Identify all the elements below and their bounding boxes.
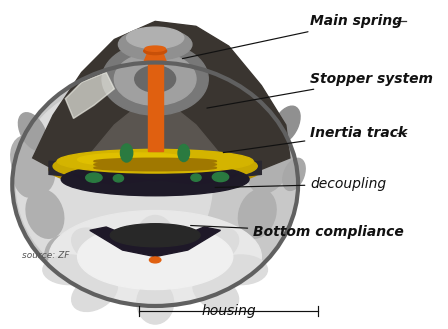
- Ellipse shape: [26, 190, 64, 238]
- Ellipse shape: [13, 165, 36, 197]
- Ellipse shape: [137, 281, 173, 324]
- Polygon shape: [90, 105, 220, 171]
- Text: source: ZF: source: ZF: [22, 251, 70, 260]
- Ellipse shape: [193, 275, 239, 312]
- Polygon shape: [65, 72, 114, 118]
- Ellipse shape: [49, 151, 261, 188]
- Ellipse shape: [86, 173, 102, 182]
- Ellipse shape: [78, 153, 192, 166]
- Ellipse shape: [72, 275, 117, 312]
- Ellipse shape: [193, 228, 239, 265]
- Ellipse shape: [238, 190, 276, 238]
- Polygon shape: [144, 53, 167, 63]
- Ellipse shape: [150, 257, 161, 263]
- Ellipse shape: [248, 136, 291, 193]
- Ellipse shape: [121, 144, 133, 162]
- Text: Bottom compliance: Bottom compliance: [190, 225, 404, 239]
- Ellipse shape: [114, 53, 196, 105]
- Ellipse shape: [94, 165, 216, 171]
- Ellipse shape: [212, 172, 228, 182]
- Ellipse shape: [45, 235, 86, 278]
- Ellipse shape: [144, 47, 167, 55]
- Ellipse shape: [145, 46, 165, 51]
- Ellipse shape: [11, 136, 55, 193]
- Polygon shape: [49, 161, 65, 176]
- Ellipse shape: [72, 228, 117, 265]
- Ellipse shape: [137, 215, 173, 258]
- Ellipse shape: [12, 63, 298, 306]
- Ellipse shape: [49, 211, 261, 303]
- Ellipse shape: [178, 144, 190, 162]
- Ellipse shape: [18, 113, 47, 150]
- Text: Stopper system: Stopper system: [207, 72, 433, 108]
- Polygon shape: [245, 161, 261, 176]
- Ellipse shape: [61, 163, 249, 196]
- Ellipse shape: [53, 150, 257, 183]
- Text: housing: housing: [201, 304, 256, 318]
- Text: decoupling: decoupling: [215, 177, 387, 191]
- Polygon shape: [73, 174, 237, 184]
- Ellipse shape: [135, 66, 176, 92]
- Ellipse shape: [43, 255, 96, 285]
- Ellipse shape: [78, 224, 233, 290]
- Ellipse shape: [94, 162, 216, 167]
- Ellipse shape: [16, 86, 212, 283]
- Ellipse shape: [113, 175, 124, 182]
- Ellipse shape: [57, 149, 253, 173]
- Polygon shape: [33, 21, 290, 184]
- Ellipse shape: [283, 158, 305, 190]
- Polygon shape: [90, 227, 220, 257]
- Ellipse shape: [110, 224, 200, 247]
- Ellipse shape: [102, 43, 208, 115]
- Ellipse shape: [215, 255, 267, 285]
- Ellipse shape: [118, 29, 192, 60]
- Bar: [148, 53, 163, 151]
- Ellipse shape: [94, 158, 216, 164]
- Text: Main spring: Main spring: [182, 14, 402, 59]
- Ellipse shape: [271, 106, 300, 144]
- Text: Inertia track: Inertia track: [223, 126, 408, 153]
- Ellipse shape: [127, 27, 184, 48]
- Ellipse shape: [191, 174, 201, 181]
- Ellipse shape: [216, 235, 257, 278]
